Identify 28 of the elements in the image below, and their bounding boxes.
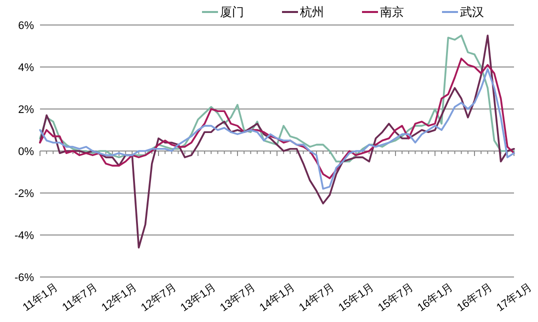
y-tick-label: 2%: [18, 104, 34, 116]
y-tick-label: -4%: [14, 230, 34, 242]
x-tick-label: 14年1月: [258, 281, 298, 314]
legend-label: 武汉: [460, 5, 484, 20]
line-series: [39, 34, 515, 248]
y-tick-label: 0%: [18, 146, 34, 158]
y-tick-label: -2%: [14, 188, 34, 200]
x-tick-label: 15年1月: [336, 281, 376, 314]
x-tick-label: 16年1月: [416, 281, 456, 314]
x-tick-label: 11年7月: [60, 281, 100, 314]
legend-label: 南京: [380, 5, 404, 20]
x-tick-label: 13年1月: [178, 281, 218, 314]
x-tick-label: 17年1月: [494, 281, 534, 314]
line-series: [39, 34, 515, 162]
legend-label: 厦门: [220, 5, 244, 20]
x-tick-label: 12年7月: [139, 281, 179, 314]
line-series: [39, 58, 515, 180]
x-tick-label: 16年7月: [455, 281, 495, 314]
x-tick-label: 13年7月: [218, 281, 258, 314]
x-tick-label: 15年7月: [376, 281, 416, 314]
x-tick-label: 14年7月: [297, 281, 337, 314]
x-tick-label: 12年1月: [100, 281, 140, 314]
y-tick-label: -6%: [14, 272, 34, 284]
y-tick-label: 6%: [18, 20, 34, 32]
x-tick-label: 11年1月: [20, 281, 60, 314]
line-series: [39, 68, 515, 190]
legend-label: 杭州: [299, 5, 324, 20]
y-tick-label: 4%: [18, 62, 34, 74]
